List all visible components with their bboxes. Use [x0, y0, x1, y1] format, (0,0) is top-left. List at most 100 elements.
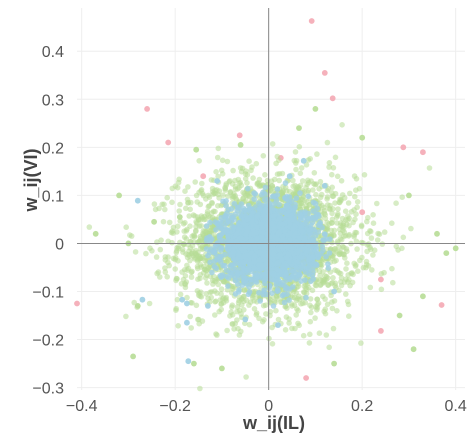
- point: [205, 192, 212, 199]
- point: [196, 158, 202, 164]
- point: [235, 205, 242, 211]
- point: [341, 251, 347, 258]
- point: [352, 193, 358, 200]
- point: [208, 289, 215, 295]
- point: [353, 176, 360, 182]
- point: [308, 232, 314, 239]
- point: [267, 296, 273, 303]
- point: [278, 244, 285, 250]
- point: [274, 171, 281, 177]
- point: [374, 237, 381, 243]
- point: [261, 213, 267, 219]
- point: [279, 256, 285, 263]
- y-tick-label: 0: [55, 236, 64, 253]
- point: [209, 200, 215, 207]
- point: [205, 213, 212, 219]
- point: [329, 171, 335, 178]
- point: [164, 194, 170, 201]
- point: [263, 291, 270, 298]
- point: [317, 194, 324, 201]
- point: [197, 254, 203, 261]
- point: [307, 318, 314, 325]
- point: [191, 360, 197, 367]
- point: [209, 269, 215, 276]
- point: [164, 274, 170, 280]
- point: [399, 194, 406, 200]
- point: [151, 218, 158, 225]
- point: [345, 213, 351, 219]
- point: [358, 223, 365, 230]
- point: [191, 232, 197, 238]
- point: [199, 180, 205, 187]
- point: [277, 220, 284, 227]
- point: [123, 224, 129, 230]
- point: [381, 269, 387, 276]
- point: [262, 172, 268, 178]
- point: [231, 200, 238, 207]
- point: [408, 225, 414, 232]
- point: [229, 321, 236, 327]
- point: [354, 199, 361, 205]
- point: [173, 307, 179, 314]
- point: [307, 331, 313, 338]
- point: [230, 270, 236, 277]
- point: [257, 182, 263, 188]
- point: [215, 145, 222, 152]
- point: [378, 276, 384, 283]
- point: [182, 273, 189, 279]
- series-0: [74, 18, 445, 381]
- point: [374, 200, 380, 207]
- point: [237, 179, 243, 186]
- point: [268, 221, 275, 227]
- point: [299, 178, 306, 184]
- point: [144, 106, 151, 112]
- point: [229, 195, 236, 202]
- point: [231, 326, 237, 332]
- point: [216, 188, 223, 194]
- point: [342, 233, 349, 239]
- point: [282, 303, 289, 310]
- point: [180, 249, 186, 255]
- point: [166, 219, 173, 226]
- point: [179, 296, 186, 303]
- point: [269, 324, 275, 331]
- point: [353, 238, 360, 245]
- point: [197, 293, 203, 300]
- point: [186, 213, 192, 219]
- x-axis-title: w_ij(IL): [242, 413, 305, 433]
- point: [165, 139, 172, 146]
- point: [240, 195, 246, 202]
- point: [193, 302, 200, 309]
- point: [370, 220, 377, 226]
- point: [250, 175, 256, 181]
- point: [315, 222, 322, 229]
- point: [252, 191, 258, 197]
- point: [203, 223, 210, 229]
- point: [281, 299, 288, 306]
- point: [218, 291, 224, 297]
- point: [278, 207, 285, 214]
- point: [410, 346, 417, 353]
- point: [235, 299, 242, 306]
- point: [248, 276, 254, 283]
- point: [308, 309, 314, 316]
- point: [130, 353, 137, 360]
- point: [322, 296, 328, 302]
- point: [329, 279, 336, 286]
- point: [177, 291, 184, 298]
- point: [198, 188, 204, 194]
- point: [312, 315, 318, 321]
- point: [152, 206, 159, 213]
- point: [228, 206, 235, 212]
- point: [211, 277, 218, 284]
- point: [173, 249, 180, 256]
- point: [139, 296, 146, 303]
- point: [329, 184, 336, 191]
- point: [244, 180, 250, 186]
- point: [184, 300, 190, 307]
- point: [307, 296, 314, 302]
- point: [243, 297, 250, 304]
- point: [325, 282, 332, 289]
- point: [331, 360, 337, 367]
